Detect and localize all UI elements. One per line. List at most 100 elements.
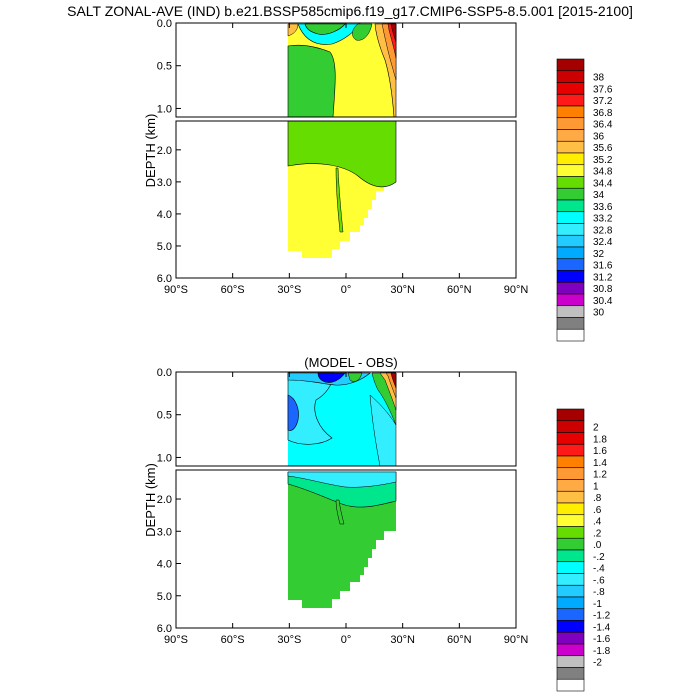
colorbar-label: -1.8 — [593, 646, 611, 657]
figure-title: SALT ZONAL-AVE (IND) b.e21.BSSP585cmip6.… — [67, 3, 633, 19]
colorbar-label: -1.6 — [593, 634, 611, 645]
colorbar-label: -1.4 — [593, 622, 611, 633]
lower-field-salt — [287, 120, 397, 258]
y-tick-label: 0.0 — [157, 367, 172, 379]
colorbar-label: 35.2 — [593, 155, 613, 166]
colorbar-label: 30 — [593, 308, 605, 319]
y-tick-label: 6.0 — [157, 623, 172, 635]
colorbar-label: 30.8 — [593, 284, 613, 295]
colorbar-box — [556, 479, 585, 492]
colorbar-label: 35.6 — [593, 143, 613, 154]
colorbar-box — [556, 305, 585, 318]
colorbar-box — [556, 293, 585, 307]
colorbar-label: 34.8 — [593, 167, 613, 178]
colorbar-label: 32.8 — [593, 225, 613, 236]
y-tick-label: 0.0 — [157, 18, 172, 30]
colorbar-label: 1.6 — [593, 446, 607, 457]
colorbar-label: -2 — [593, 658, 602, 669]
colorbar-box — [556, 420, 585, 433]
x-tick-label: 90°S — [164, 634, 188, 646]
panel-salt: 90°S 60°S 30°S 0° 30°N 60°N 90°N 0.0 0.5 1.0 2.0 3.… — [143, 18, 613, 342]
colorbar-box — [556, 258, 585, 271]
y-tick-label: 0.5 — [157, 410, 172, 422]
colorbar-box — [556, 443, 585, 457]
colorbar-label: .4 — [593, 517, 602, 528]
panel-title-model-obs: (MODEL - OBS) — [304, 355, 397, 370]
colorbar-box — [556, 678, 585, 692]
x-tick-label: 60°S — [221, 284, 245, 296]
colorbar-label: 30.4 — [593, 296, 613, 307]
y-tick-label: 4.0 — [157, 559, 172, 571]
x-tick-label: 30°S — [277, 634, 301, 646]
y-tick-label: 2.0 — [157, 494, 172, 506]
colorbar-label: 1 — [593, 481, 599, 492]
colorbar-label: 2 — [593, 423, 599, 434]
colorbar-box — [556, 211, 585, 224]
colorbar-label: 38 — [593, 73, 605, 84]
colorbar-box — [556, 526, 585, 539]
colorbar-label: 1.4 — [593, 458, 607, 469]
colorbar-box — [556, 596, 585, 610]
colorbar-box — [556, 408, 585, 422]
colorbar-box — [556, 281, 585, 295]
colorbar-box — [556, 608, 585, 621]
colorbar-box — [556, 140, 585, 154]
colorbar-label: .2 — [593, 528, 602, 539]
x-tick-label: 0° — [341, 284, 352, 296]
colorbar-box — [556, 270, 585, 283]
colorbar-label: .0 — [593, 540, 602, 551]
x-tick-label: 0° — [341, 634, 352, 646]
colorbar-box — [556, 490, 585, 504]
colorbar-box — [556, 561, 585, 574]
y-tick-label: 6.0 — [157, 273, 172, 285]
colorbar-model-obs: 21.81.61.41.21.8.6.4.2.0-.2-.4-.6-.8-1-1… — [556, 408, 611, 692]
colorbar-box — [556, 234, 585, 248]
colorbar-box — [556, 117, 585, 130]
y-axis-label: DEPTH (km) — [143, 463, 158, 537]
colorbar-box — [556, 70, 585, 83]
axes-model-obs: 90°S 60°S 30°S 0° 30°N 60°N 90°N 0.0 0.5 1.0 2.0 3.… — [143, 367, 528, 646]
colorbar-label: -.2 — [593, 552, 605, 563]
colorbar-salt: 3837.637.236.836.43635.635.234.834.43433… — [556, 58, 613, 342]
colorbar-label: 36 — [593, 131, 605, 142]
colorbar-label: 36.4 — [593, 120, 613, 131]
colorbar-box — [556, 514, 585, 527]
colorbar-label: 1.2 — [593, 470, 607, 481]
colorbar-box — [556, 432, 585, 445]
colorbar-box — [556, 129, 585, 142]
x-tick-label: 30°S — [277, 284, 301, 296]
panel-model-obs: (MODEL - OBS) 90°S 60°S 30°S 0° 30°N 60°N 90°N… — [143, 355, 611, 692]
x-tick-label: 30°N — [390, 634, 415, 646]
colorbar-box — [556, 467, 585, 480]
x-tick-label: 90°S — [164, 284, 188, 296]
colorbar-box — [556, 246, 585, 260]
colorbar-box — [556, 328, 585, 342]
colorbar-label: 33.2 — [593, 214, 613, 225]
y-tick-label: 0.5 — [157, 61, 172, 73]
colorbar-box — [556, 187, 585, 201]
y-tick-label: 5.0 — [157, 591, 172, 603]
colorbar-box — [556, 105, 585, 119]
x-tick-label: 30°N — [390, 284, 415, 296]
x-tick-label: 60°N — [447, 634, 472, 646]
colorbar-box — [556, 455, 585, 469]
colorbar-box — [556, 667, 585, 680]
y-tick-label: 2.0 — [157, 145, 172, 157]
axes-salt: 90°S 60°S 30°S 0° 30°N 60°N 90°N 0.0 0.5 1.0 2.0 3.… — [143, 18, 528, 296]
colorbar-box — [556, 537, 585, 551]
upper-field-salt — [287, 23, 397, 118]
colorbar-label: -1 — [593, 599, 602, 610]
colorbar-box — [556, 620, 585, 633]
colorbar-box — [556, 164, 585, 177]
colorbar-label: 33.6 — [593, 202, 613, 213]
colorbar-label: -.8 — [593, 587, 605, 598]
colorbar-box — [556, 152, 585, 166]
x-tick-label: 60°S — [221, 634, 245, 646]
colorbar-label: -1.2 — [593, 611, 611, 622]
colorbar-box — [556, 223, 585, 236]
colorbar-label: 31.6 — [593, 261, 613, 272]
x-tick-label: 90°N — [504, 634, 529, 646]
colorbar-box — [556, 655, 585, 668]
colorbar-box — [556, 176, 585, 189]
